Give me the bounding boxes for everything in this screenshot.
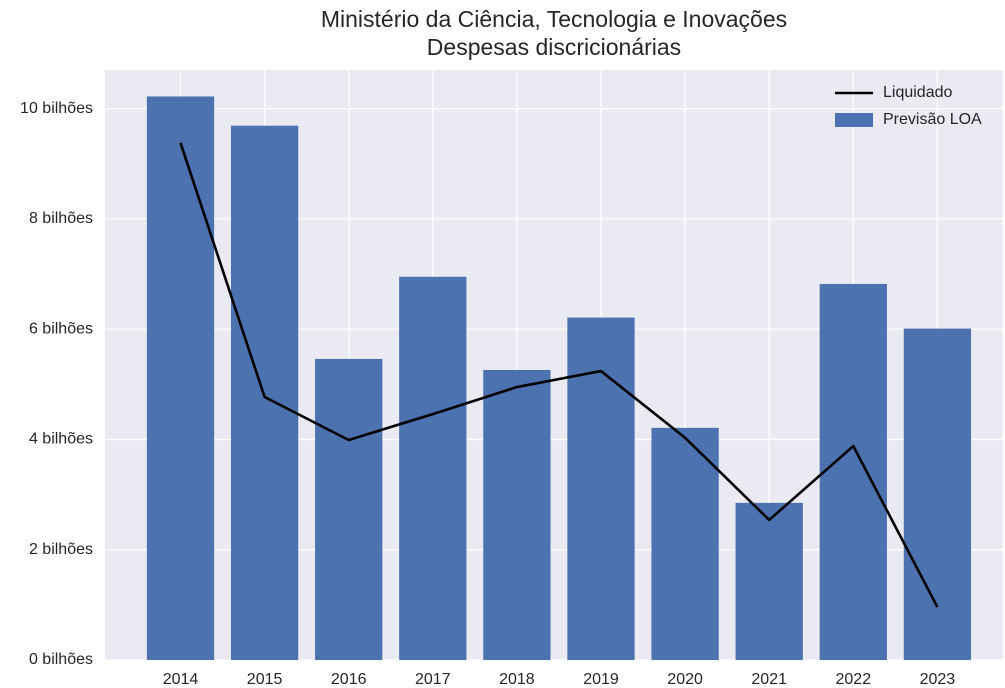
chart-subtitle: Despesas discricionárias bbox=[427, 34, 681, 60]
y-tick-label: 4 bilhões bbox=[29, 431, 93, 448]
x-tick-label: 2023 bbox=[920, 671, 956, 688]
x-tick-label: 2022 bbox=[836, 671, 872, 688]
x-tick-label: 2019 bbox=[583, 671, 619, 688]
chart-title: Ministério da Ciência, Tecnologia e Inov… bbox=[321, 6, 787, 32]
bar bbox=[315, 358, 383, 660]
bar bbox=[651, 427, 719, 660]
bar bbox=[735, 502, 803, 660]
y-tick-label: 6 bilhões bbox=[29, 320, 93, 337]
x-tick-label: 2018 bbox=[499, 671, 535, 688]
y-tick-label: 10 bilhões bbox=[20, 100, 93, 117]
y-tick-label: 0 bilhões bbox=[29, 651, 93, 668]
x-tick-label: 2017 bbox=[415, 671, 451, 688]
y-tick-label: 2 bilhões bbox=[29, 541, 93, 558]
line bbox=[179, 142, 939, 608]
x-tick-label: 2020 bbox=[667, 671, 703, 688]
x-tick-label: 2021 bbox=[751, 671, 787, 688]
y-tick-label: 8 bilhões bbox=[29, 210, 93, 227]
legend-label: Liquidado bbox=[883, 84, 953, 101]
bar bbox=[567, 317, 635, 660]
bar bbox=[399, 276, 467, 660]
x-tick-label: 2016 bbox=[331, 671, 367, 688]
x-tick-label: 2015 bbox=[247, 671, 283, 688]
legend-swatch bbox=[835, 113, 873, 127]
x-tick-label: 2014 bbox=[163, 671, 199, 688]
bar bbox=[146, 96, 215, 661]
bar bbox=[903, 328, 972, 660]
bar bbox=[819, 283, 887, 660]
bar bbox=[483, 369, 551, 660]
legend-label: Previsão LOA bbox=[883, 111, 982, 128]
